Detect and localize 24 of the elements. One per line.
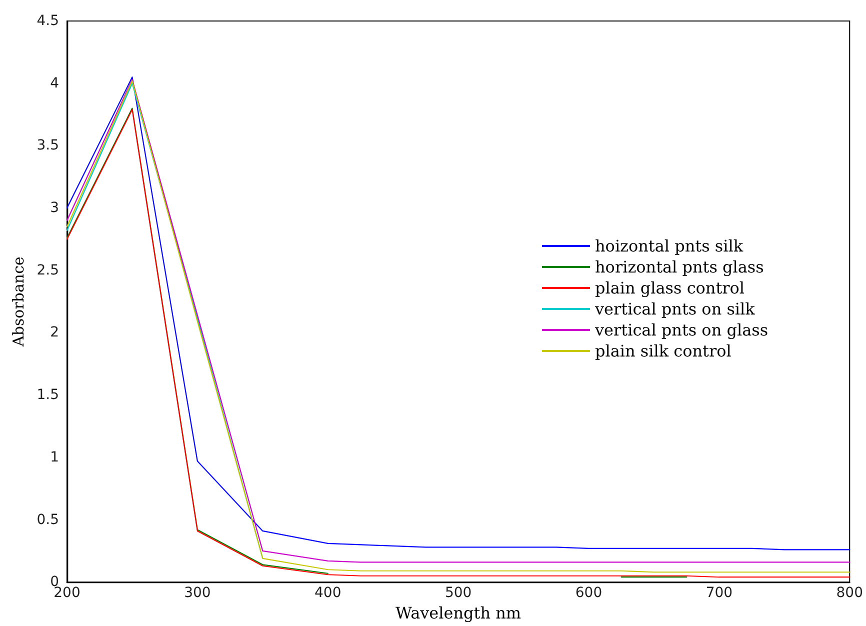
legend-label: hoizontal pnts silk [595, 236, 744, 256]
y-tick-label: 0.5 [36, 512, 59, 528]
y-tick-label: 4 [50, 75, 60, 92]
x-axis-title: Wavelength nm [396, 604, 522, 622]
legend-label: plain glass control [595, 278, 745, 298]
y-tick-label: 1 [50, 449, 59, 466]
x-tick-label: 400 [314, 585, 342, 602]
legend-label: vertical pnts on silk [594, 300, 756, 318]
x-tick-label: 800 [836, 585, 864, 602]
y-axis-title: Absorbance [9, 256, 28, 348]
y-tick-label: 2 [50, 324, 59, 341]
y-tick-label: 2.5 [36, 262, 59, 278]
legend-label: vertical pnts on glass [594, 320, 768, 340]
x-tick-label: 600 [575, 585, 602, 602]
x-tick-label: 200 [54, 585, 80, 602]
legend-label: horizontal pnts glass [595, 258, 764, 276]
x-tick-label: 700 [706, 585, 733, 602]
y-tick-label: 3 [50, 200, 59, 216]
y-tick-label: 1.5 [36, 387, 59, 404]
y-tick-label: 4.5 [36, 13, 59, 29]
x-tick-label: 500 [444, 585, 472, 602]
legend-label: plain silk control [595, 342, 732, 360]
x-tick-label: 300 [184, 585, 211, 602]
y-tick-label: 3.5 [36, 138, 59, 154]
